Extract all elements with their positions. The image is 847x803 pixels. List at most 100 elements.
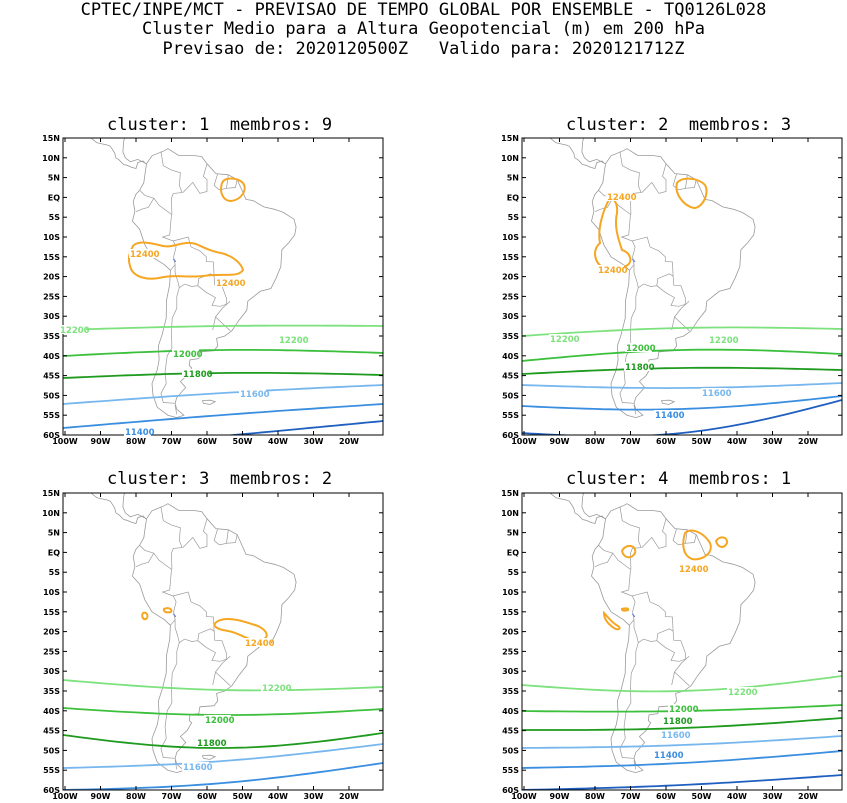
lat-label: 5N xyxy=(507,174,519,183)
country-border xyxy=(135,190,155,213)
lon-label: 80W xyxy=(585,792,605,801)
contour-11800 xyxy=(522,366,842,375)
lake-titicaca xyxy=(631,613,636,618)
central-america-coastline xyxy=(90,138,147,169)
lon-label: 70W xyxy=(162,792,182,801)
south-america-coastline xyxy=(131,503,297,774)
lat-label: 20S xyxy=(43,273,60,282)
hispaniola-outline xyxy=(615,474,637,482)
lon-label: 40W xyxy=(727,792,747,801)
lat-label: 25S xyxy=(502,647,519,656)
lat-label: 10N xyxy=(501,509,519,518)
map-frame xyxy=(521,492,843,791)
cuba-outline xyxy=(119,461,157,473)
contour-label-12000: 12000 xyxy=(669,705,699,715)
contour-12000 xyxy=(63,707,383,716)
lat-label: 30S xyxy=(502,312,519,321)
contour-12400 xyxy=(213,617,268,642)
lon-label: 90W xyxy=(91,437,111,446)
lat-label: 15S xyxy=(502,608,519,617)
lat-label: 55S xyxy=(502,411,519,420)
country-border xyxy=(213,528,229,546)
contour-label-12400: 12400 xyxy=(245,639,275,649)
contour-11400 xyxy=(522,750,842,769)
country-border xyxy=(212,316,216,331)
contour-11200 xyxy=(522,399,842,435)
country-border xyxy=(226,534,238,544)
lon-label: 20W xyxy=(798,437,818,446)
contour-12000 xyxy=(522,348,842,362)
country-border xyxy=(672,173,688,191)
lon-label: 20W xyxy=(339,437,359,446)
lat-label: 20S xyxy=(43,628,60,637)
country-border xyxy=(135,545,155,568)
lon-label: 60W xyxy=(197,792,217,801)
lat-label: 15N xyxy=(501,489,519,498)
contour-label-12400: 12400 xyxy=(216,279,246,289)
hispaniola-outline xyxy=(615,119,637,127)
lon-label: 100W xyxy=(511,792,537,801)
lon-label: 30W xyxy=(304,437,324,446)
lat-label: EQ xyxy=(507,193,519,202)
map-panel-4-group: 15N 10N 5N EQ 5S 10S 15S 20S 25S 30S 35S 40S 45S 50S 5… xyxy=(501,461,843,801)
country-border xyxy=(172,236,215,289)
lat-label: 40S xyxy=(43,707,60,716)
country-border xyxy=(612,552,636,626)
lon-label: 60W xyxy=(656,792,676,801)
contour-12200 xyxy=(63,679,383,692)
lon-label: 60W xyxy=(656,437,676,446)
country-border xyxy=(619,151,642,215)
lat-label: 55S xyxy=(502,766,519,775)
lon-label: 50W xyxy=(692,437,712,446)
lat-label: 35S xyxy=(502,687,519,696)
lat-label: 30S xyxy=(43,667,60,676)
country-border xyxy=(197,631,227,662)
lat-label: 5S xyxy=(508,213,520,222)
lon-label: 90W xyxy=(550,792,570,801)
country-border xyxy=(182,163,208,194)
contour-11400 xyxy=(63,762,383,790)
panel-4-title: cluster: 4 membros: 1 xyxy=(566,469,792,489)
lon-label: 100W xyxy=(52,792,78,801)
country-border xyxy=(213,173,229,191)
contour-label-12200: 12200 xyxy=(550,335,580,345)
contour-12400 xyxy=(675,177,708,210)
country-border xyxy=(594,190,614,213)
header-title: CPTEC/INPE/MCT - PREVISAO DE TEMPO GLOBA… xyxy=(80,0,767,20)
cuba-outline xyxy=(578,106,616,118)
contour-12400 xyxy=(620,607,630,612)
country-border xyxy=(215,300,231,332)
country-border xyxy=(674,300,690,332)
lat-label: 25S xyxy=(502,292,519,301)
lake-titicaca xyxy=(172,613,177,618)
contour-label-12000: 12000 xyxy=(626,344,656,354)
lat-label: 10S xyxy=(43,588,60,597)
lon-label: 40W xyxy=(727,437,747,446)
contour-label-11600: 11600 xyxy=(240,390,270,400)
lat-label: 5S xyxy=(49,213,61,222)
lat-label: 15N xyxy=(42,134,60,143)
lat-label: 40S xyxy=(43,352,60,361)
contour-label-11400: 11400 xyxy=(125,428,155,438)
country-border xyxy=(672,528,688,546)
country-border xyxy=(160,642,180,759)
lon-label: 80W xyxy=(585,437,605,446)
lon-label: 40W xyxy=(268,792,288,801)
lat-label: EQ xyxy=(48,193,60,202)
lat-label: 55S xyxy=(43,411,60,420)
contour-label-11800: 11800 xyxy=(183,370,213,380)
cuba-outline xyxy=(578,461,616,473)
panel-1-title: cluster: 1 membros: 9 xyxy=(107,115,333,135)
lat-label: 20S xyxy=(502,628,519,637)
south-america-coastline xyxy=(591,503,756,774)
panel-2-title: cluster: 2 membros: 3 xyxy=(566,115,792,135)
country-border xyxy=(172,591,215,644)
lat-label: 10S xyxy=(502,233,519,242)
contour-label-12400: 12400 xyxy=(679,565,709,575)
contour-12200 xyxy=(63,324,383,331)
falklands-outline xyxy=(202,754,217,760)
contour-11200 xyxy=(224,420,383,435)
lon-label: 100W xyxy=(52,437,78,446)
country-border xyxy=(641,518,667,549)
falklands-outline xyxy=(661,399,676,405)
